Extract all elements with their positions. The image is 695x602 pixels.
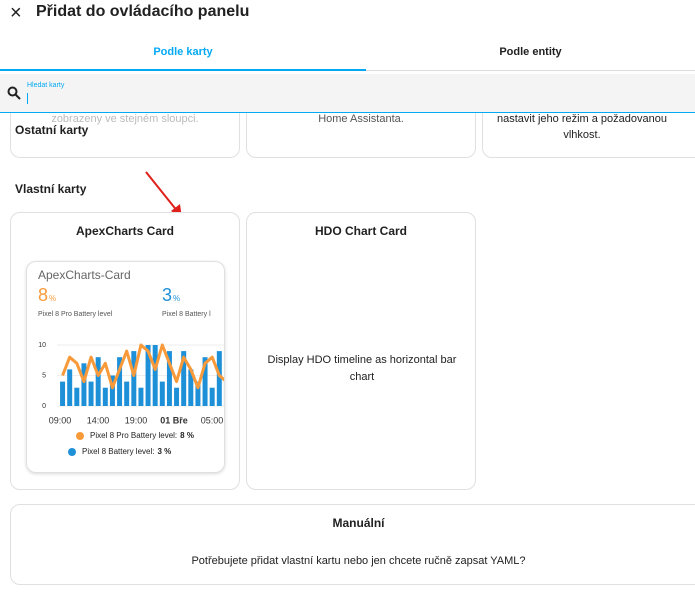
preview-chart: ApexCharts-Card 8 % Pixel 8 Pro Battery lev… <box>38 268 224 456</box>
card-snippet: nastavit jeho režim a požadovanou <box>497 113 667 125</box>
bar <box>195 381 201 406</box>
card[interactable]: ApexCharts Card ApexCharts-Card 8% Pixel 8… <box>10 212 240 490</box>
bar <box>159 381 165 406</box>
section-heading: Ostatní karty <box>15 123 89 137</box>
stat-value: 8 <box>38 285 48 305</box>
bar <box>188 369 194 406</box>
line <box>61 343 224 390</box>
x-tick-label: 05:00 <box>201 415 224 425</box>
close-icon[interactable]: × <box>10 2 22 24</box>
bar <box>131 351 137 406</box>
search-icon <box>7 86 21 100</box>
bar <box>216 351 222 406</box>
bar <box>102 387 108 406</box>
cursor <box>27 93 28 104</box>
card[interactable]: Manuální Potřebujete přidat vlastní kart… <box>10 504 695 585</box>
bar <box>181 351 187 406</box>
legend-label: Pixel 8 Pro Battery level: <box>90 431 177 440</box>
preview: ApexCharts-Card 8% Pixel 8 Pro Battery lev… <box>26 261 225 473</box>
bar <box>138 387 144 406</box>
x-tick-label: 19:00 <box>125 415 148 425</box>
bar <box>145 345 151 406</box>
section-heading: Vlastní karty <box>15 182 87 196</box>
preview-title: ApexCharts-Card <box>38 268 131 282</box>
bar <box>81 363 87 406</box>
legend-entry: Pixel 8 Pro Battery level: 8 % <box>90 431 194 440</box>
card-snippet: zobrazeny ve stejném sloupci. <box>51 113 199 125</box>
legend-marker <box>68 448 76 456</box>
stat-value: 3 <box>162 285 172 305</box>
bar <box>166 351 172 406</box>
bar <box>124 381 130 406</box>
legend-label: Pixel 8 Battery level: <box>82 447 154 456</box>
bar <box>60 381 66 406</box>
card-description: Display HDO timeline as horizontal bar c… <box>267 354 457 383</box>
tab[interactable]: Podle karty <box>153 46 213 58</box>
tab-indicator <box>0 69 366 71</box>
bar <box>174 387 180 406</box>
legend-value: 3 % <box>157 447 171 456</box>
x-tick-label: 09:00 <box>49 415 72 425</box>
card-snippet: Home Assistanta. <box>318 113 404 125</box>
bar <box>67 369 73 406</box>
card-title: Manuální <box>332 516 385 530</box>
stat-name: Pixel 8 Pro Battery level <box>38 311 113 318</box>
y-tick-label: 5 <box>42 372 46 379</box>
legend-entry: Pixel 8 Battery level: 3 % <box>82 447 171 456</box>
bar <box>117 357 123 406</box>
stat-unit: % <box>49 294 56 303</box>
search-label: Hledat karty <box>27 82 65 89</box>
legend-value: 8 % <box>180 431 194 440</box>
bar <box>209 387 215 406</box>
bar <box>88 381 94 406</box>
x-tick-label: 01 Bře <box>160 415 188 425</box>
card-description: Potřebujete přidat vlastní kartu nebo je… <box>191 555 526 567</box>
bar <box>95 357 101 406</box>
x-tick-label: 14:00 <box>87 415 110 425</box>
stat-name: Pixel 8 Battery l <box>162 311 211 318</box>
search-bar[interactable]: Hledat karty <box>0 74 695 113</box>
card[interactable]: HDO Chart Card Display HDO timeline as h… <box>246 212 476 490</box>
bar <box>223 381 224 406</box>
y-tick-label: 10 <box>38 342 46 349</box>
bar <box>109 375 115 406</box>
bar <box>152 345 158 406</box>
card-snippet: vlhkost. <box>563 129 601 141</box>
bar <box>202 357 208 406</box>
stat-unit: % <box>173 294 180 303</box>
bar <box>74 387 80 406</box>
card-title: HDO Chart Card <box>314 224 407 238</box>
y-tick-label: 0 <box>42 403 46 410</box>
card-title: ApexCharts Card <box>75 224 175 238</box>
tab[interactable]: Podle entity <box>499 46 562 58</box>
legend-marker <box>76 432 84 440</box>
dialog-title: Přidat do ovládacího panelu <box>36 3 250 20</box>
